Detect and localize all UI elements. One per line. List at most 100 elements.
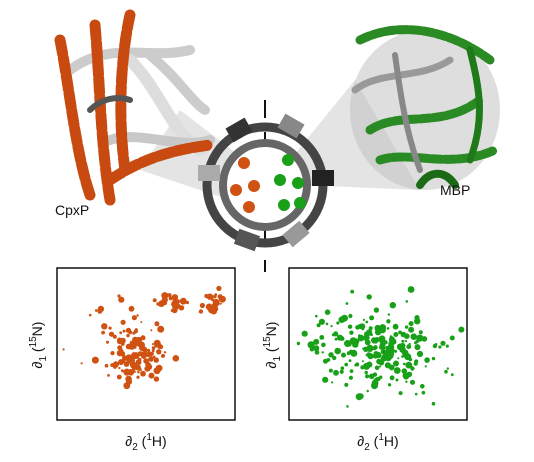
peak	[405, 340, 408, 343]
peak	[140, 370, 146, 377]
peak	[328, 368, 333, 373]
peak	[147, 348, 151, 352]
peak	[414, 344, 421, 351]
peak	[332, 355, 337, 361]
peak	[328, 352, 334, 358]
peak	[313, 345, 320, 352]
peak	[120, 341, 125, 346]
peak	[373, 307, 380, 313]
peak	[155, 364, 163, 372]
peak	[367, 353, 374, 360]
peak	[413, 361, 418, 366]
peak	[424, 365, 427, 368]
peak	[172, 355, 180, 362]
peak	[108, 326, 112, 330]
peak	[101, 330, 105, 335]
peak	[431, 356, 436, 361]
peak	[398, 330, 402, 335]
peak	[438, 345, 442, 349]
peak	[325, 322, 329, 326]
peak	[218, 295, 226, 303]
peak	[118, 366, 121, 370]
peak	[185, 300, 189, 305]
peak	[151, 343, 154, 346]
peak	[133, 329, 138, 334]
peak	[365, 374, 370, 379]
peak	[366, 389, 369, 393]
peak	[164, 293, 169, 298]
label-part: ∂	[125, 433, 132, 449]
peak	[360, 365, 365, 370]
peak	[150, 329, 153, 332]
peak	[148, 372, 155, 379]
peak	[321, 342, 326, 348]
peak	[346, 405, 349, 408]
peak	[80, 362, 83, 365]
peak	[340, 366, 345, 371]
peak	[376, 367, 379, 370]
label-part: (	[29, 347, 45, 356]
peak	[355, 393, 363, 401]
peak	[319, 335, 325, 340]
peak	[152, 355, 156, 359]
peak	[117, 345, 123, 351]
peak	[94, 309, 98, 312]
label-part: N)	[263, 322, 279, 337]
peak	[132, 351, 135, 354]
peak	[171, 307, 178, 314]
label-part: 2	[364, 442, 370, 453]
peak	[137, 370, 140, 374]
peak	[398, 391, 403, 396]
peak	[389, 375, 395, 381]
peak	[172, 298, 177, 304]
peak	[324, 309, 331, 316]
peak	[416, 334, 424, 342]
peak	[119, 351, 126, 357]
peak	[128, 342, 136, 350]
label-part: 15	[262, 336, 273, 348]
mbp-structure	[350, 25, 500, 190]
peak	[408, 326, 415, 333]
peak	[379, 365, 381, 368]
peak	[134, 371, 136, 373]
peak	[132, 354, 137, 359]
peak	[371, 337, 378, 344]
peak	[444, 369, 448, 374]
peak	[382, 350, 390, 358]
peak	[153, 359, 157, 363]
peak	[396, 343, 404, 351]
peak	[405, 300, 409, 303]
peak	[141, 346, 147, 352]
peaks	[62, 285, 465, 408]
label-part: H)	[384, 433, 399, 449]
peak	[406, 344, 412, 350]
peak	[214, 301, 217, 305]
peak	[171, 294, 179, 301]
spectrum-frame	[56, 267, 236, 421]
peak	[361, 360, 364, 363]
peak	[445, 344, 449, 348]
peak	[140, 321, 143, 324]
peak	[353, 338, 360, 345]
peak	[362, 318, 365, 321]
peak	[176, 306, 179, 310]
peak	[366, 344, 374, 352]
peak	[125, 327, 132, 333]
peak	[152, 298, 157, 303]
peak	[216, 285, 222, 291]
peak	[175, 303, 181, 309]
peak	[112, 334, 117, 339]
peak	[344, 382, 349, 387]
peak	[393, 360, 399, 367]
peak	[151, 349, 155, 353]
peak	[414, 392, 418, 396]
peak	[322, 376, 329, 383]
peak	[136, 375, 140, 379]
peak	[91, 356, 99, 364]
peak	[168, 296, 173, 301]
peak	[450, 373, 454, 377]
peak	[401, 368, 408, 374]
peak	[418, 330, 423, 335]
peak	[214, 298, 218, 303]
peak	[326, 358, 331, 362]
